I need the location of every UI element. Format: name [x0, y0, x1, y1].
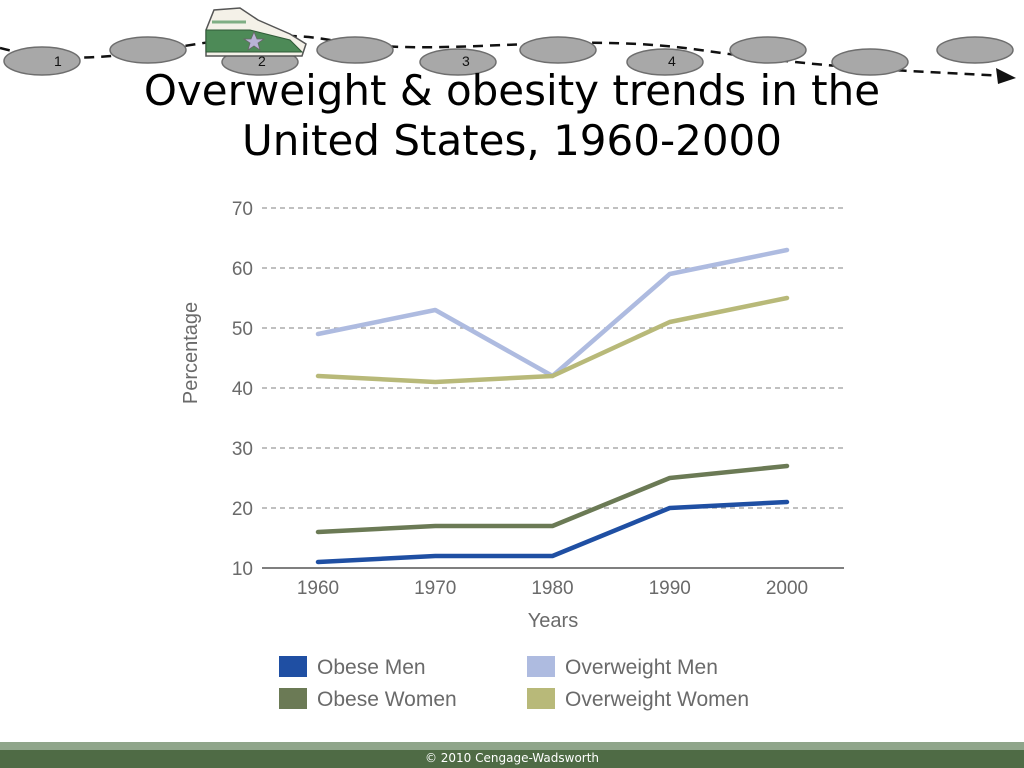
- y-tick-label: 70: [232, 199, 253, 220]
- step-number-labels: 1 2 3 4: [54, 53, 676, 69]
- legend-label-obese-men: Obese Men: [317, 656, 426, 679]
- y-tick-label: 40: [232, 379, 253, 400]
- x-axis-title: Years: [528, 610, 578, 632]
- footer-accent-stripe: [0, 742, 1024, 750]
- step-3-label: 3: [462, 53, 470, 69]
- x-tick-label: 1970: [414, 578, 456, 599]
- legend-swatch-overweight-men: [527, 656, 555, 677]
- x-tick-label: 2000: [766, 578, 808, 599]
- legend-label-overweight-men: Overweight Men: [565, 656, 718, 679]
- x-tick-label: 1990: [649, 578, 691, 599]
- y-axis-title: Percentage: [180, 302, 202, 404]
- series-line-obese-women: [315, 463, 790, 535]
- obesity-trends-line-chart: 10 20 30 40 50 60 70 1960 1970 1980 1990 2000 Years P…: [180, 199, 844, 711]
- footer-bar: © 2010 Cengage-Wadsworth: [0, 750, 1024, 768]
- y-tick-label: 50: [232, 319, 253, 340]
- legend-swatch-obese-men: [279, 656, 307, 677]
- x-tick-label: 1980: [531, 578, 573, 599]
- trail-arrowhead-icon: [996, 68, 1016, 84]
- y-tick-label: 30: [232, 439, 253, 460]
- y-tick-label: 10: [232, 559, 253, 580]
- series-line-obese-men: [315, 499, 790, 565]
- y-tick-label: 20: [232, 499, 253, 520]
- copyright-text: © 2010 Cengage-Wadsworth: [424, 751, 600, 765]
- legend-label-overweight-women: Overweight Women: [565, 688, 749, 711]
- y-tick-label: 60: [232, 259, 253, 280]
- slide-title: Overweight & obesity trends in the Unite…: [0, 66, 1024, 166]
- legend-swatch-obese-women: [279, 688, 307, 709]
- slide-title-line-1: Overweight & obesity trends in the: [143, 66, 881, 115]
- slide-title-line-2: United States, 1960-2000: [241, 116, 783, 165]
- step-4-label: 4: [668, 53, 676, 69]
- legend-label-obese-women: Obese Women: [317, 688, 457, 711]
- x-tick-label: 1960: [297, 578, 339, 599]
- step-2-label: 2: [258, 53, 266, 69]
- sneaker-icon: [205, 7, 307, 57]
- footprint-trail-banner: 1 2 3 4: [0, 7, 1016, 84]
- footprints-icon: [3, 36, 1014, 76]
- legend-swatch-overweight-women: [527, 688, 555, 709]
- series-line-overweight-women: [315, 295, 790, 385]
- step-1-label: 1: [54, 53, 62, 69]
